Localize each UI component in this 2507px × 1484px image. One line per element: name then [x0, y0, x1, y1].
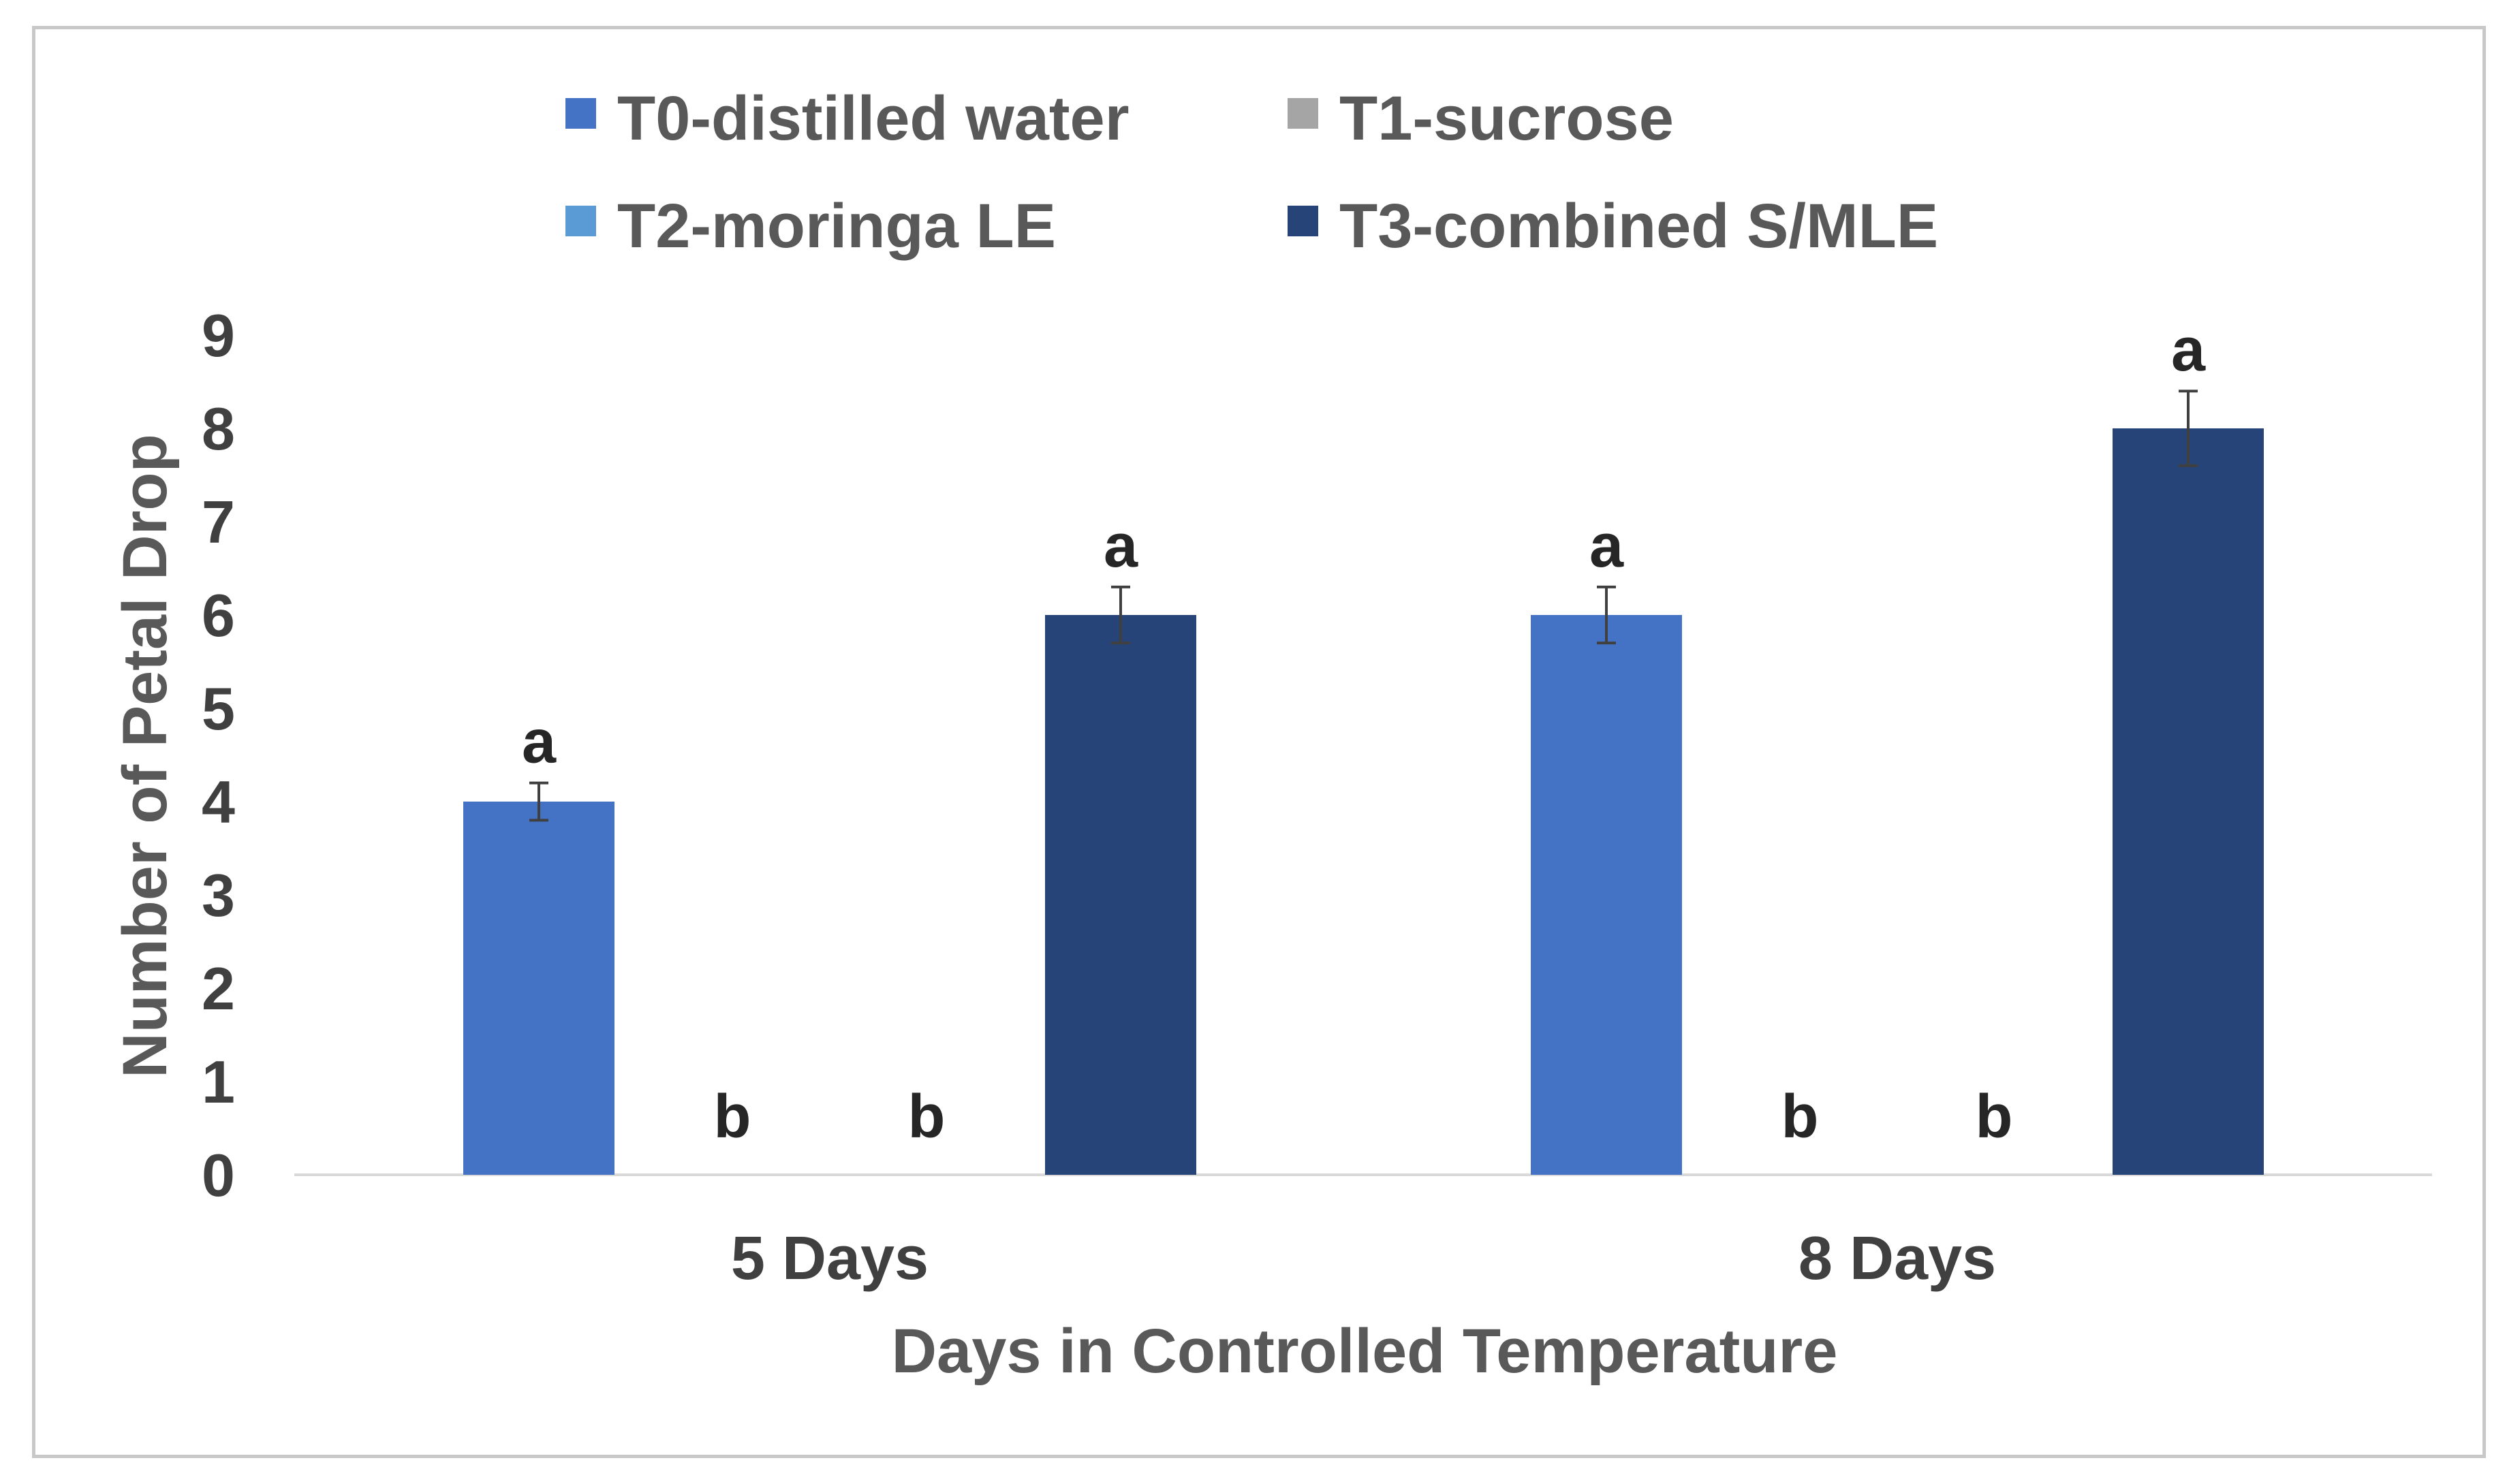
chart-frame — [32, 26, 2486, 1458]
legend-item: T1-sucrose — [1288, 84, 1674, 153]
y-tick-label: 5 — [202, 675, 235, 742]
significance-labels: a a b b b b a a — [522, 316, 2206, 1151]
legend-item: T0-distilled water — [565, 84, 1130, 153]
y-axis-title: Number of Petal Drop — [110, 434, 180, 1078]
error-bar — [2179, 390, 2198, 467]
bars — [463, 428, 2264, 1175]
y-tick-label: 3 — [202, 862, 235, 929]
bar — [1531, 615, 1682, 1175]
error-bar — [1111, 585, 1130, 645]
y-tick-label: 8 — [202, 395, 235, 462]
significance-label: b — [1781, 1083, 1819, 1151]
y-tick-label: 0 — [202, 1141, 235, 1209]
legend-swatch — [565, 98, 596, 129]
error-bar — [529, 781, 548, 822]
significance-label: a — [522, 708, 557, 776]
bar — [2113, 428, 2264, 1175]
y-tick-label: 7 — [202, 488, 235, 556]
x-axis-title: Days in Controlled Temperature — [892, 1316, 1838, 1386]
error-bars — [529, 390, 2198, 822]
y-tick-label: 6 — [202, 582, 235, 649]
legend-swatch — [1288, 206, 1318, 236]
legend-item: T3-combined S/MLE — [1288, 191, 1938, 261]
bar — [463, 802, 614, 1175]
y-axis-ticks: 0 1 2 3 4 5 6 7 8 9 — [202, 302, 235, 1209]
legend-swatch — [1288, 98, 1318, 129]
legend-swatch — [565, 206, 596, 236]
legend-label: T2-moringa LE — [617, 191, 1056, 261]
legend-label: T0-distilled water — [617, 84, 1130, 153]
legend: T0-distilled water T1-sucrose T2-moringa L… — [565, 84, 1938, 261]
legend-label: T1-sucrose — [1339, 84, 1674, 153]
x-category-label: 8 Days — [1798, 1225, 1996, 1293]
significance-label: a — [2171, 316, 2206, 384]
legend-label: T3-combined S/MLE — [1339, 191, 1938, 261]
significance-label: a — [1589, 512, 1624, 580]
significance-label: a — [1104, 512, 1138, 580]
y-tick-label: 4 — [202, 768, 235, 836]
x-axis-categories: 5 Days 8 Days — [731, 1225, 1996, 1293]
significance-label: b — [714, 1083, 751, 1151]
y-tick-label: 1 — [202, 1048, 235, 1116]
error-bar — [1597, 585, 1616, 645]
bar — [1045, 615, 1196, 1175]
y-tick-label: 9 — [202, 302, 235, 369]
legend-item: T2-moringa LE — [565, 191, 1056, 261]
y-tick-label: 2 — [202, 955, 235, 1022]
significance-label: b — [1976, 1083, 2013, 1151]
significance-label: b — [908, 1083, 946, 1151]
x-category-label: 5 Days — [731, 1225, 929, 1293]
